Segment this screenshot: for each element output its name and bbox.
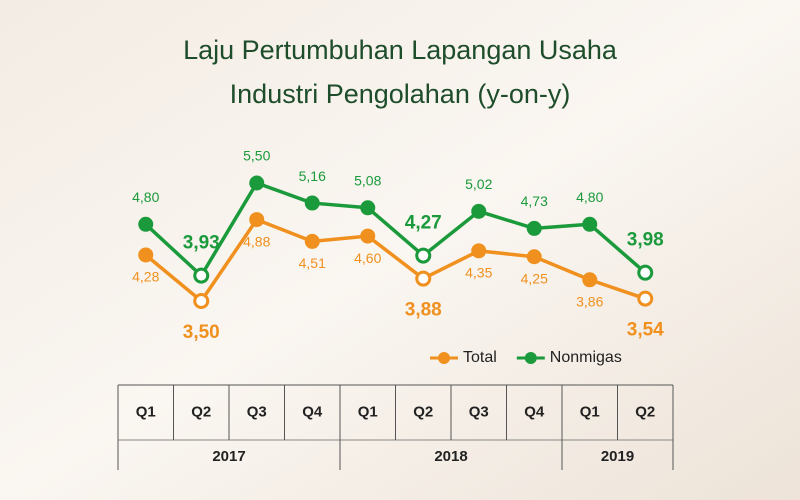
x-tick-label: Q1 (358, 403, 378, 420)
marker (193, 267, 210, 284)
x-tick-label: Q2 (191, 403, 211, 420)
data-label: 5,16 (299, 168, 326, 184)
data-label: 3,98 (627, 230, 664, 251)
x-tick-label: Q3 (247, 403, 267, 420)
data-label: 4,60 (354, 250, 381, 266)
legend-label: Nonmigas (550, 349, 622, 366)
year-label: 2018 (434, 448, 467, 465)
data-label: 5,50 (243, 148, 270, 164)
legend-label: Total (463, 349, 497, 366)
data-label: 4,51 (299, 255, 326, 271)
marker (249, 175, 265, 191)
marker (415, 247, 432, 264)
x-tick-label: Q2 (413, 403, 433, 420)
data-label: 4,73 (521, 193, 548, 209)
x-tick-label: Q2 (635, 403, 655, 420)
data-label: 3,88 (405, 300, 442, 321)
data-label: 3,50 (183, 322, 220, 343)
marker (471, 203, 487, 219)
marker (360, 200, 376, 216)
marker (138, 216, 154, 232)
marker (304, 233, 320, 249)
marker (582, 272, 598, 288)
data-label: 5,02 (465, 176, 492, 192)
x-tick-label: Q1 (580, 403, 600, 420)
legend-marker (524, 352, 537, 364)
marker (415, 270, 432, 287)
line (144, 181, 647, 278)
marker (249, 212, 265, 228)
data-label: 5,08 (354, 172, 381, 188)
marker (360, 228, 376, 244)
marker (637, 290, 654, 307)
marker (138, 247, 154, 263)
line (144, 217, 646, 303)
data-label: 4,35 (465, 265, 492, 281)
year-label: 2017 (212, 448, 245, 465)
x-tick-label: Q3 (469, 403, 489, 420)
data-label: 4,80 (576, 189, 603, 205)
chart-title: Laju Pertumbuhan Lapangan Usaha (183, 35, 618, 65)
x-tick-label: Q4 (302, 403, 323, 420)
data-label: 4,27 (405, 213, 442, 234)
marker (526, 249, 542, 265)
marker (304, 195, 320, 211)
data-label: 4,25 (521, 270, 548, 286)
year-label: 2019 (601, 448, 634, 465)
marker (193, 293, 210, 309)
marker (471, 243, 487, 259)
marker (526, 220, 542, 236)
data-label: 4,88 (243, 233, 270, 249)
x-tick-label: Q4 (524, 403, 545, 420)
data-label: 4,28 (132, 269, 159, 285)
data-label: 3,93 (183, 233, 220, 254)
x-tick-label: Q1 (136, 403, 156, 420)
chart-title: Industri Pengolahan (y-on-y) (230, 79, 571, 109)
marker (637, 264, 654, 281)
data-label: 3,86 (576, 293, 603, 309)
data-label: 3,54 (627, 320, 664, 341)
legend-marker (438, 352, 450, 364)
marker (582, 216, 598, 232)
data-label: 4,80 (132, 189, 159, 205)
